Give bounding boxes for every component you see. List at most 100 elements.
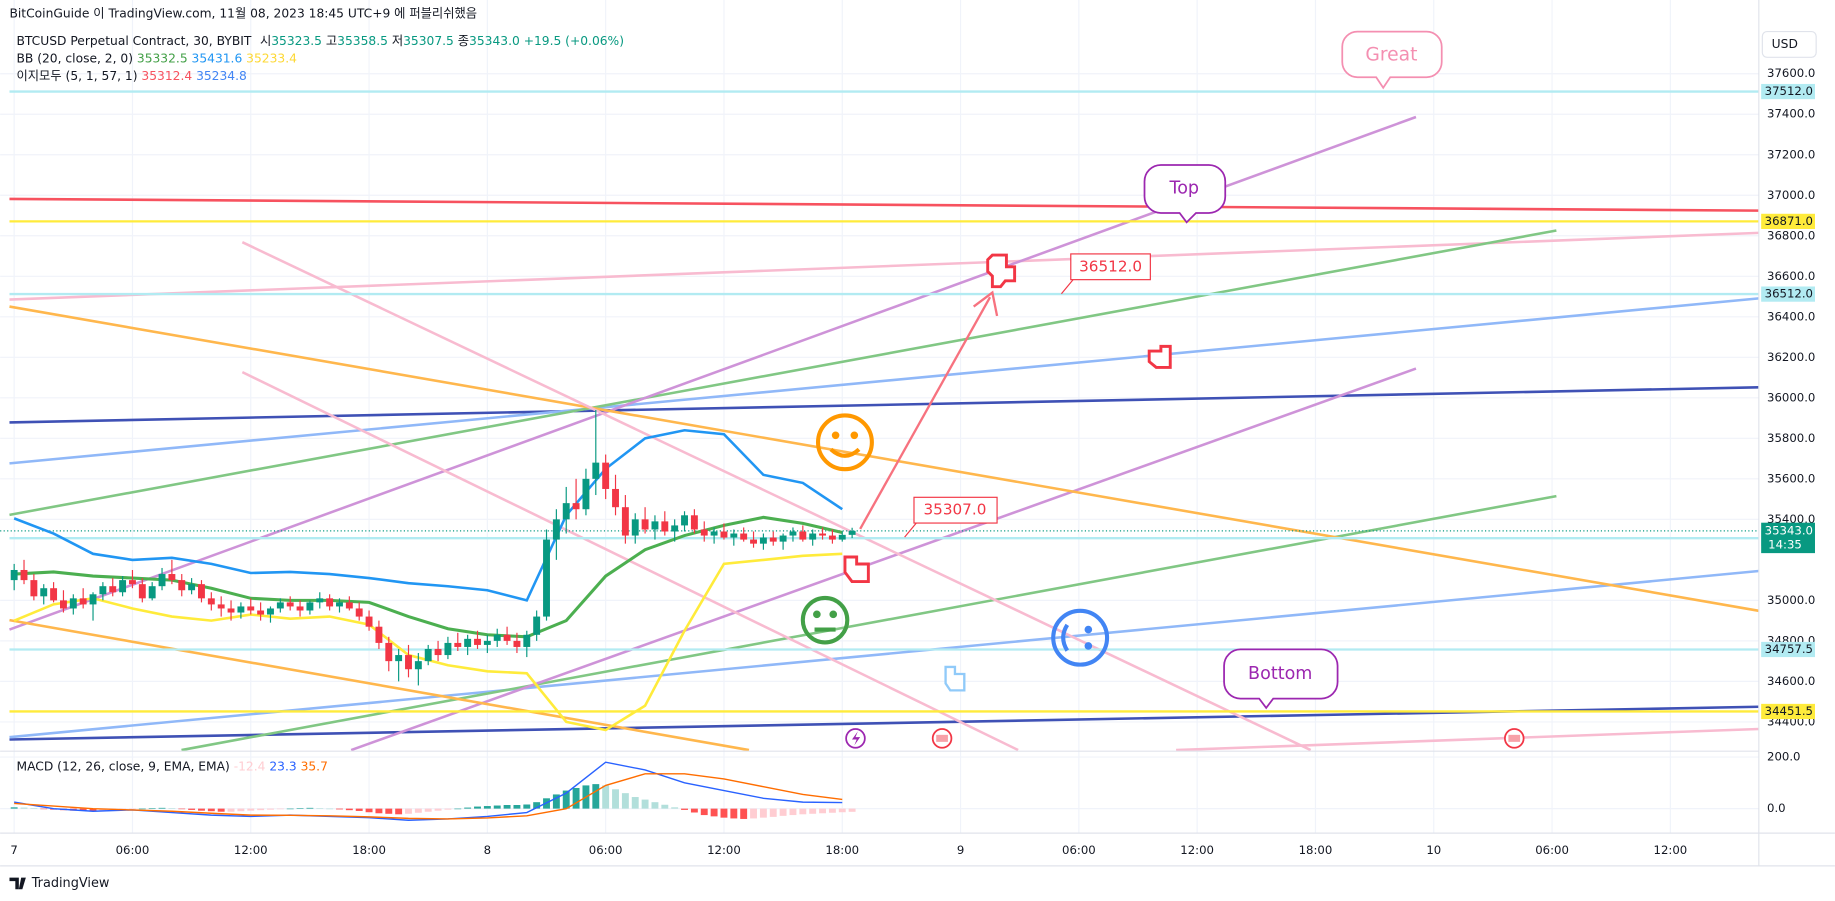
candle-body <box>641 519 649 530</box>
macd-histogram-bar <box>523 804 531 809</box>
indicator-value: 35312.4 <box>141 69 192 83</box>
candle-body <box>109 586 117 593</box>
candle-body <box>513 640 521 647</box>
ohlc-value: 35323.5 <box>271 33 322 47</box>
trend-line <box>9 229 1557 517</box>
macd-histogram-bar <box>769 808 777 817</box>
x-tick-label: 12:00 <box>1654 843 1688 857</box>
macd-histogram-bar <box>483 806 491 809</box>
bb-upper <box>13 428 843 602</box>
candle-body <box>730 533 738 538</box>
candle-body <box>720 531 728 538</box>
y-tick-label: 35600.0 <box>1767 471 1815 485</box>
candle-body <box>355 608 363 617</box>
y-tick-label: 34600.0 <box>1767 674 1815 688</box>
macd-histogram-bar <box>10 807 18 809</box>
macd-histogram-bar <box>316 808 324 809</box>
hand <box>1147 344 1172 369</box>
candle-body <box>661 521 669 532</box>
price-note-pointer <box>904 522 917 538</box>
trend-line <box>9 618 750 752</box>
macd-histogram-bar <box>395 808 403 815</box>
price-levels <box>0 90 1759 713</box>
macd-histogram-bar <box>828 808 836 813</box>
macd-histogram-bar <box>562 790 570 809</box>
macd-histogram-bar <box>286 808 294 810</box>
candle-body <box>464 638 472 647</box>
smiley-neutral <box>800 595 850 645</box>
trend-line <box>9 386 1759 424</box>
macd-histogram-bar <box>355 808 363 811</box>
candle-body <box>789 531 797 536</box>
price-note-pointer <box>1060 279 1074 295</box>
macd-histogram-bar <box>148 808 156 809</box>
y-tick-label: 37400.0 <box>1767 107 1815 121</box>
eye <box>813 610 821 619</box>
annotation-text: Great <box>1365 44 1417 65</box>
macd-histogram-bar <box>789 808 797 816</box>
candle-body <box>89 594 97 605</box>
candle-body <box>237 606 245 613</box>
candle-body <box>20 569 28 581</box>
y-tick-label: 36000.0 <box>1767 390 1815 404</box>
macd-histogram-bar <box>237 808 245 812</box>
candle-body <box>276 602 284 609</box>
symbol: BTCUSD Perpetual Contract, 30, BYBIT <box>17 33 252 47</box>
hand-icon <box>843 253 1172 584</box>
last-price-label: 35343.0 <box>1765 523 1813 537</box>
macd-histogram-bar <box>217 808 225 812</box>
brand: TradingView <box>31 876 110 891</box>
candle-body <box>375 626 383 643</box>
macd-histogram-bar <box>740 808 748 819</box>
macd-histogram-bar <box>168 808 176 809</box>
candle-body <box>405 655 412 670</box>
candle-body <box>799 531 807 540</box>
macd-histogram-bar <box>671 807 679 809</box>
macd-histogram-bar <box>759 808 767 818</box>
candle-body <box>227 608 235 613</box>
candle-body <box>740 533 748 540</box>
macd-histogram-bar <box>345 808 353 811</box>
price-tag-label: 34757.5 <box>1765 642 1813 656</box>
candle-body <box>158 574 166 587</box>
macd-histogram-bar <box>819 808 826 814</box>
face <box>1051 608 1110 667</box>
macd-histogram-bar <box>720 808 728 818</box>
change: +19.5 (+0.06%) <box>524 33 624 47</box>
trend-line <box>9 231 1759 301</box>
legend-bb: BB (20, close, 2, 0) 35332.5 35431.6 352… <box>17 51 298 65</box>
candle-body <box>434 648 442 656</box>
price-tag-label: 36871.0 <box>1765 214 1813 228</box>
candle-body <box>828 535 836 540</box>
trend-line <box>241 241 1312 752</box>
speech-bubble <box>1223 648 1339 710</box>
annotation-text: Bottom <box>1248 664 1312 684</box>
candle-body <box>336 602 343 607</box>
eye <box>1084 642 1093 650</box>
candle-body <box>582 478 590 510</box>
price-note-text: 36512.0 <box>1079 257 1142 275</box>
arrow-head <box>972 290 999 317</box>
macd-histogram-bar <box>40 808 48 810</box>
x-tick-label: 10 <box>1426 843 1441 857</box>
currency-button[interactable] <box>1761 31 1817 58</box>
indicator-value: 35234.8 <box>196 69 247 83</box>
candle-body <box>207 598 215 605</box>
candle-body <box>562 503 570 520</box>
arrow <box>859 296 992 530</box>
candle-body <box>178 580 186 591</box>
event-flag <box>936 734 948 742</box>
macd-histogram-bar <box>474 806 481 809</box>
y-tick-label: 37000.0 <box>1767 188 1815 202</box>
candle-body <box>424 648 432 662</box>
macd-histogram-bar <box>710 808 718 817</box>
macd-histogram-bar <box>30 808 38 809</box>
x-tick-label: 9 <box>957 843 964 857</box>
x-tick-label: 12:00 <box>234 843 268 857</box>
face <box>815 413 874 472</box>
macd-histogram-bar <box>375 808 383 814</box>
macd-histogram-bar <box>612 789 619 809</box>
macd-histogram-bar <box>336 808 343 810</box>
candle-body <box>523 634 531 647</box>
macd-histogram-bar <box>592 784 600 809</box>
